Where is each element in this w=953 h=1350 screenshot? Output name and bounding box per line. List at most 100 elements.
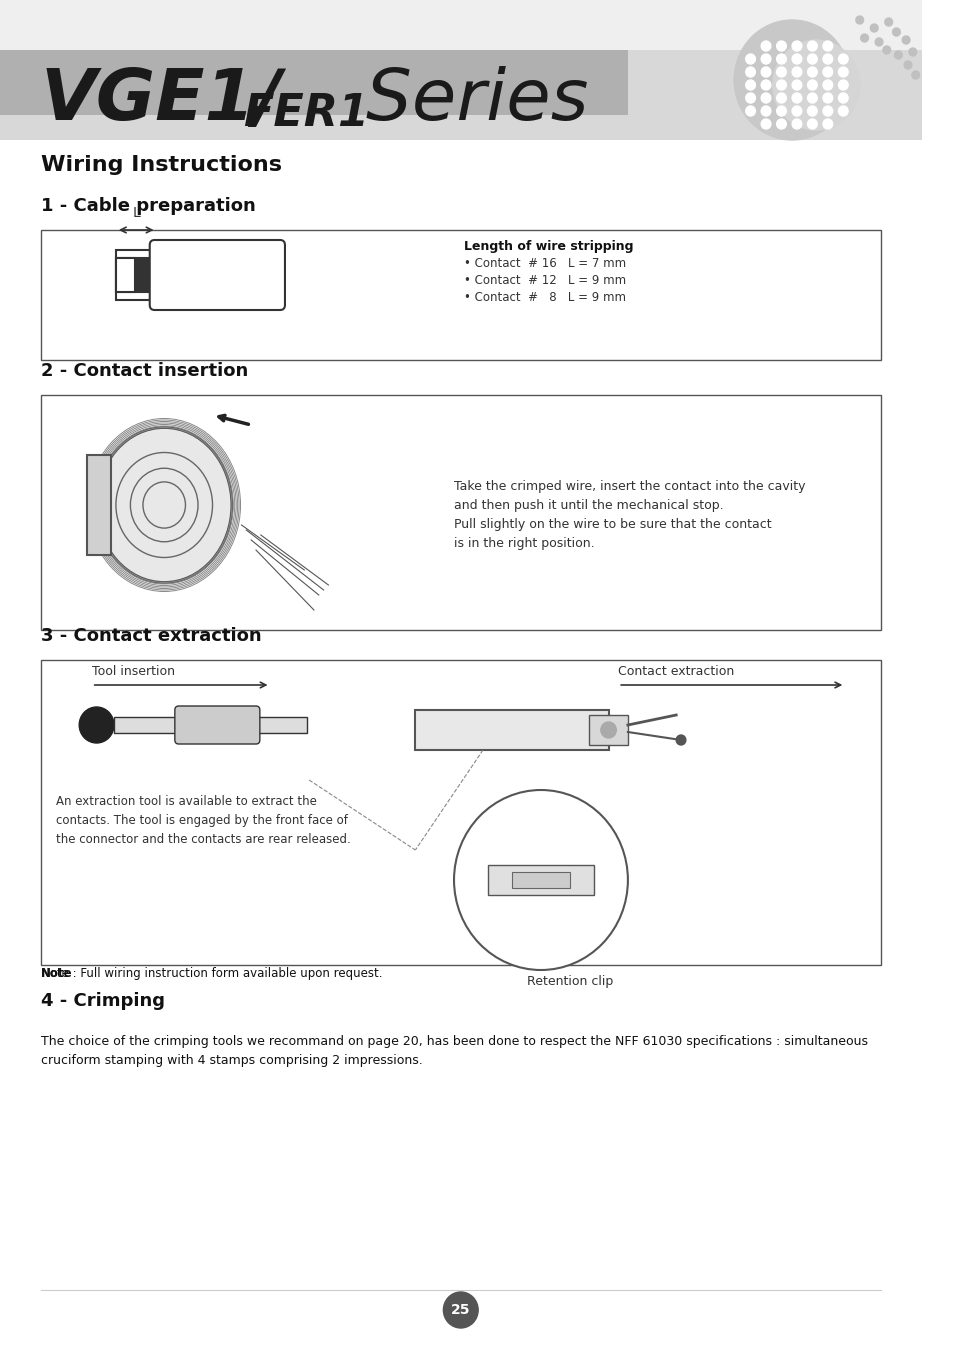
Circle shape bbox=[807, 68, 817, 77]
Circle shape bbox=[600, 722, 616, 738]
Text: 1 - Cable preparation: 1 - Cable preparation bbox=[41, 197, 255, 215]
Text: The choice of the crimping tools we recommand on page 20, has been done to respe: The choice of the crimping tools we reco… bbox=[41, 1035, 866, 1066]
Circle shape bbox=[860, 34, 867, 42]
Circle shape bbox=[807, 80, 817, 90]
Circle shape bbox=[838, 93, 847, 103]
Circle shape bbox=[884, 18, 892, 26]
Circle shape bbox=[807, 93, 817, 103]
Circle shape bbox=[79, 707, 113, 742]
Circle shape bbox=[772, 40, 859, 130]
Circle shape bbox=[760, 93, 770, 103]
Circle shape bbox=[855, 16, 862, 24]
Bar bbox=[589, 716, 627, 745]
Bar bbox=[41, 660, 880, 965]
FancyBboxPatch shape bbox=[150, 240, 285, 310]
Circle shape bbox=[911, 72, 919, 80]
Text: L: L bbox=[132, 207, 140, 220]
Bar bbox=[0, 50, 627, 115]
Bar bbox=[487, 865, 594, 895]
Circle shape bbox=[822, 119, 832, 130]
Circle shape bbox=[791, 119, 801, 130]
Circle shape bbox=[760, 80, 770, 90]
Circle shape bbox=[745, 93, 755, 103]
Circle shape bbox=[745, 80, 755, 90]
Bar bbox=[41, 396, 880, 630]
Text: Take the crimped wire, insert the contact into the cavity
and then push it until: Take the crimped wire, insert the contac… bbox=[454, 481, 804, 549]
Circle shape bbox=[838, 54, 847, 63]
Ellipse shape bbox=[96, 428, 232, 582]
Text: Retention clip: Retention clip bbox=[526, 975, 613, 988]
Text: 4 - Crimping: 4 - Crimping bbox=[41, 992, 165, 1010]
Circle shape bbox=[443, 1292, 477, 1328]
Circle shape bbox=[822, 93, 832, 103]
Circle shape bbox=[745, 54, 755, 63]
Text: 2 - Contact insertion: 2 - Contact insertion bbox=[41, 362, 248, 379]
Text: An extraction tool is available to extract the
contacts. The tool is engaged by : An extraction tool is available to extra… bbox=[56, 795, 351, 846]
Bar bbox=[113, 717, 307, 733]
Text: VGE1/: VGE1/ bbox=[41, 66, 281, 135]
Circle shape bbox=[807, 54, 817, 63]
Circle shape bbox=[822, 40, 832, 51]
Circle shape bbox=[776, 80, 785, 90]
Bar bbox=[41, 230, 880, 360]
FancyBboxPatch shape bbox=[174, 706, 259, 744]
Circle shape bbox=[776, 68, 785, 77]
Circle shape bbox=[882, 46, 890, 54]
Bar bbox=[0, 0, 921, 50]
Circle shape bbox=[807, 119, 817, 130]
Circle shape bbox=[908, 49, 916, 55]
Text: Note : Full wiring instruction form available upon request.: Note : Full wiring instruction form avai… bbox=[41, 967, 381, 980]
Circle shape bbox=[807, 107, 817, 116]
Bar bbox=[512, 872, 569, 888]
Circle shape bbox=[776, 93, 785, 103]
Circle shape bbox=[760, 54, 770, 63]
Text: Wiring Instructions: Wiring Instructions bbox=[41, 155, 281, 176]
Text: Contact extraction: Contact extraction bbox=[618, 666, 734, 678]
Bar bbox=[0, 0, 921, 140]
Circle shape bbox=[822, 107, 832, 116]
Bar bbox=[116, 258, 135, 292]
Circle shape bbox=[760, 107, 770, 116]
Text: • Contact  #   8   L = 9 mm: • Contact # 8 L = 9 mm bbox=[463, 292, 625, 304]
Circle shape bbox=[776, 40, 785, 51]
Circle shape bbox=[760, 68, 770, 77]
Circle shape bbox=[776, 54, 785, 63]
Circle shape bbox=[903, 61, 911, 69]
Circle shape bbox=[791, 80, 801, 90]
Circle shape bbox=[807, 40, 817, 51]
Circle shape bbox=[454, 790, 627, 971]
Circle shape bbox=[745, 68, 755, 77]
Text: 3 - Contact extraction: 3 - Contact extraction bbox=[41, 626, 261, 645]
Circle shape bbox=[791, 93, 801, 103]
Bar bbox=[116, 250, 241, 300]
Text: 25: 25 bbox=[451, 1303, 470, 1318]
Bar bbox=[116, 258, 154, 292]
Circle shape bbox=[791, 68, 801, 77]
Circle shape bbox=[838, 68, 847, 77]
Circle shape bbox=[776, 107, 785, 116]
Circle shape bbox=[869, 24, 877, 32]
Circle shape bbox=[776, 119, 785, 130]
Text: Series: Series bbox=[342, 66, 588, 135]
Circle shape bbox=[734, 20, 849, 140]
Circle shape bbox=[760, 119, 770, 130]
Text: Note: Note bbox=[41, 967, 72, 980]
Circle shape bbox=[822, 68, 832, 77]
Circle shape bbox=[894, 51, 902, 59]
Text: Tool insertion: Tool insertion bbox=[91, 666, 174, 678]
Circle shape bbox=[822, 80, 832, 90]
Text: • Contact  # 16   L = 7 mm: • Contact # 16 L = 7 mm bbox=[463, 256, 625, 270]
Text: • Contact  # 12   L = 9 mm: • Contact # 12 L = 9 mm bbox=[463, 274, 625, 288]
Circle shape bbox=[874, 38, 882, 46]
Circle shape bbox=[838, 80, 847, 90]
Bar bbox=[87, 455, 111, 555]
Circle shape bbox=[892, 28, 900, 36]
Circle shape bbox=[838, 107, 847, 116]
Circle shape bbox=[760, 40, 770, 51]
Circle shape bbox=[791, 40, 801, 51]
Circle shape bbox=[791, 107, 801, 116]
Bar bbox=[415, 710, 608, 751]
Circle shape bbox=[745, 107, 755, 116]
Circle shape bbox=[902, 36, 909, 45]
Text: FER1: FER1 bbox=[243, 92, 369, 135]
